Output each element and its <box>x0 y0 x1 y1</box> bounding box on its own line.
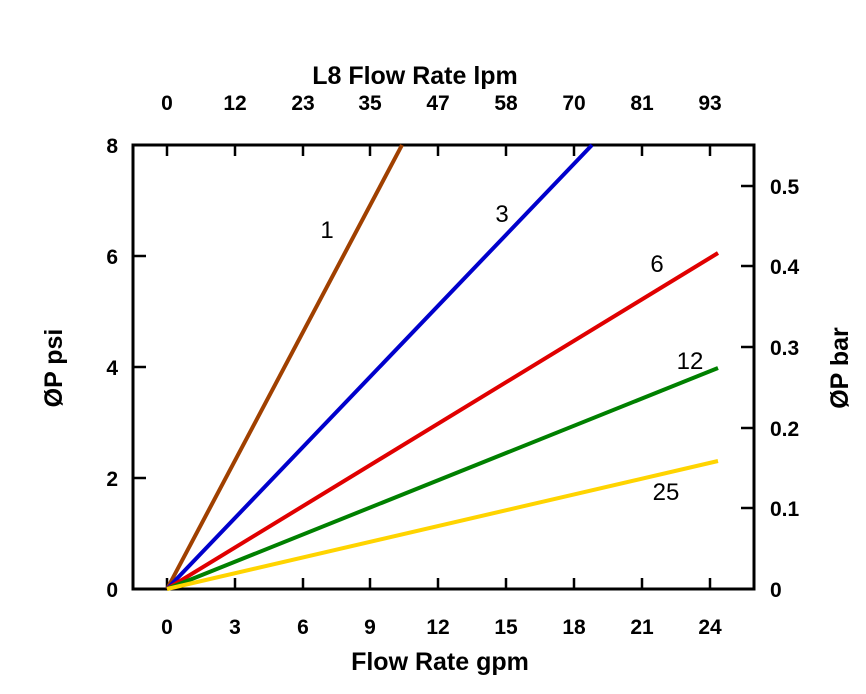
x2-tick-label: 93 <box>698 92 721 115</box>
x-tick-label: 24 <box>698 616 722 639</box>
x2-axis-title: L8 Flow Rate lpm <box>312 62 518 90</box>
x-tick-label: 0 <box>161 616 173 639</box>
y-tick-label: 2 <box>106 468 118 491</box>
x-axis-title: Flow Rate gpm <box>351 648 529 676</box>
y-tick-label: 0 <box>106 579 118 602</box>
y-tick-label: 4 <box>106 357 118 380</box>
x-tick-label: 15 <box>494 616 518 639</box>
x-tick-labels: 0 3 6 9 12 15 18 21 24 <box>161 616 722 639</box>
series-label-25: 25 <box>653 479 680 506</box>
series-lines <box>165 143 720 591</box>
y2-axis-ticks <box>741 184 754 591</box>
y2-tick-label: 0.2 <box>770 418 799 441</box>
y2-tick-label: 0.4 <box>770 256 800 279</box>
x-tick-label: 21 <box>630 616 654 639</box>
plot-frame <box>131 143 756 591</box>
y-axis-title: ØP psi <box>40 329 68 408</box>
x2-tick-label: 35 <box>358 92 382 115</box>
y2-tick-label: 0.5 <box>770 176 800 199</box>
x-tick-label: 18 <box>562 616 586 639</box>
x2-tick-label: 0 <box>161 92 173 115</box>
series-line-12 <box>166 366 719 591</box>
series-label-1: 1 <box>320 217 333 244</box>
x-tick-label: 3 <box>229 616 241 639</box>
x2-tick-label: 12 <box>223 92 246 115</box>
series-label-12: 12 <box>677 348 704 375</box>
series-label-3: 3 <box>495 201 508 228</box>
x-tick-label: 9 <box>364 616 376 639</box>
x2-tick-label: 81 <box>630 92 654 115</box>
x2-tick-label: 47 <box>426 92 449 115</box>
x2-tick-label: 70 <box>562 92 585 115</box>
series-line-3 <box>165 143 594 591</box>
series-line-25 <box>166 459 719 591</box>
x2-tick-label: 23 <box>291 92 314 115</box>
y2-axis-title: ØP bar <box>826 327 854 409</box>
y2-tick-labels: 0 0.1 0.2 0.3 0.4 0.5 <box>770 176 800 602</box>
y-axis-ticks <box>133 143 146 591</box>
x2-axis-ticks <box>131 145 756 156</box>
y2-tick-label: 0.3 <box>770 337 799 360</box>
y-tick-label: 8 <box>106 135 118 158</box>
x2-tick-labels: 0 12 23 35 47 58 70 81 93 <box>161 92 722 115</box>
series-labels: 1 3 6 12 25 <box>320 201 703 506</box>
y-tick-label: 6 <box>106 246 118 269</box>
y-tick-labels: 0 2 4 6 8 <box>106 135 118 602</box>
series-line-6 <box>165 251 720 591</box>
x-tick-label: 6 <box>297 616 309 639</box>
y2-tick-label: 0.1 <box>770 498 800 521</box>
x-tick-label: 12 <box>426 616 449 639</box>
series-label-6: 6 <box>650 251 663 278</box>
y2-tick-label: 0 <box>770 579 782 602</box>
series-line-1 <box>165 144 404 590</box>
x2-tick-label: 58 <box>494 92 518 115</box>
